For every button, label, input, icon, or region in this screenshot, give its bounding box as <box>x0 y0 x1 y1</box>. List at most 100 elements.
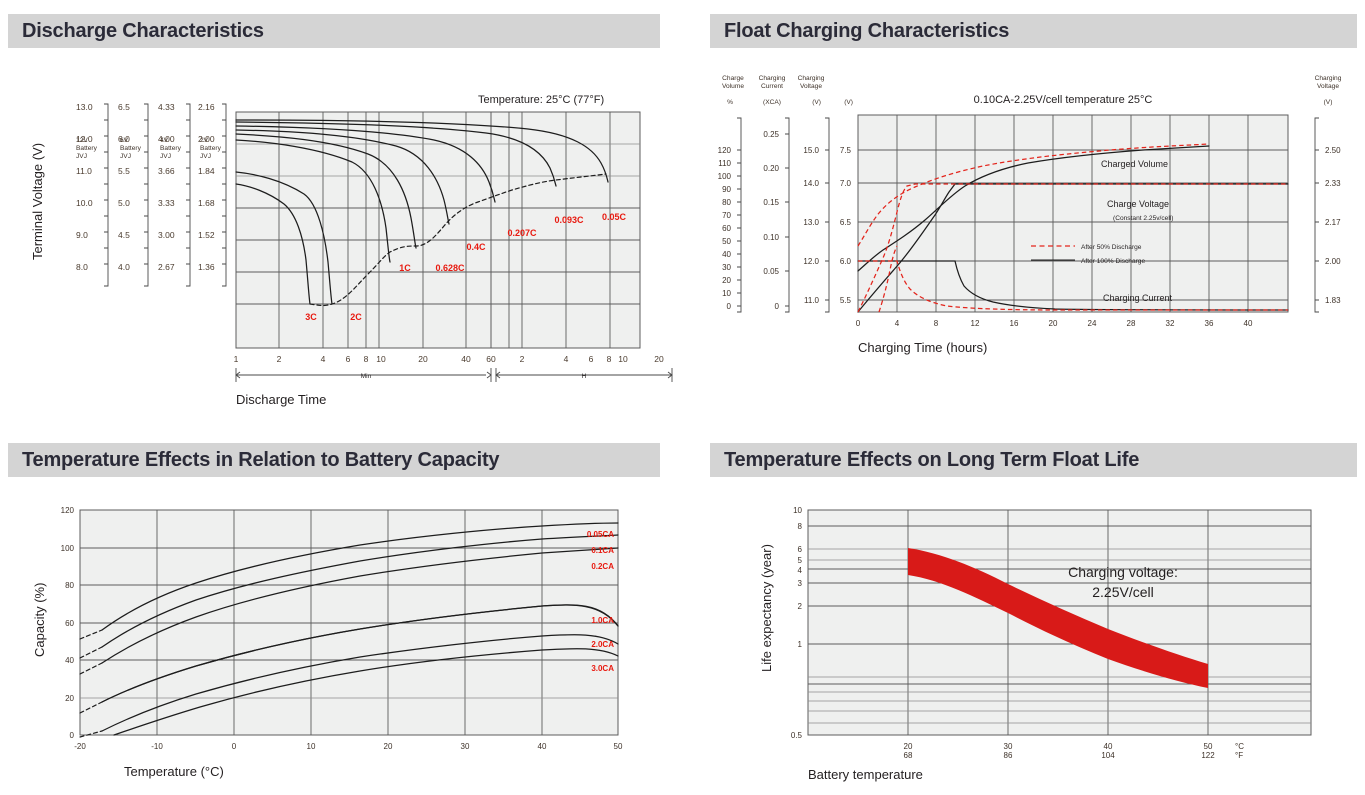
x-tick-7: 50 <box>614 742 623 751</box>
x-unit-h: H <box>582 373 587 380</box>
curve-labels: 0.05CA 0.1CA 0.2CA 1.0CA 2.0CA 3.0CA <box>587 530 614 673</box>
curve-10CA-dash <box>79 701 103 714</box>
x-axis-unit-brackets: Min H <box>235 368 673 382</box>
yaxis-1-tick-1: 6.0 <box>118 134 130 144</box>
y-tick-80: 80 <box>65 581 74 590</box>
chart-float-life: 10 8 6 5 4 3 2 1 0.5 Life expectancy (ye… <box>683 487 1365 795</box>
x-axis-tick-labels: 20 68 30 86 40 104 50 122 °C °F <box>904 742 1245 760</box>
cc-tick-5: 0 <box>775 302 780 311</box>
yaxis-1-tick-4: 4.5 <box>118 230 130 240</box>
discharge-chart-svg: 12V Battery JVJ 6V Battery JVJ 4V Batter… <box>30 94 673 407</box>
cc-tick-0: 0.25 <box>763 130 779 139</box>
float-charging-chart-svg: Charge Volume % Charging Current (XCA) C… <box>718 75 1342 355</box>
yaxis-0-tick-3: 10.0 <box>76 198 93 208</box>
yaxis-0-header-line-2: JVJ <box>76 153 87 160</box>
yaxis-title: Life expectancy (year) <box>759 544 774 672</box>
yaxis-2-header-line-2: JVJ <box>160 153 171 160</box>
cc-tick-2: 0.15 <box>763 198 779 207</box>
cv-tick-3: 90 <box>722 185 731 194</box>
x-tick-6: 40 <box>538 742 547 751</box>
yaxis-1-header-line-1: Battery <box>120 145 142 152</box>
curve-0.207C <box>235 125 496 203</box>
plot-area <box>235 111 641 349</box>
curve-charge-voltage-100 <box>857 183 1289 313</box>
y-axis-column-headers: Charge Volume % Charging Current (XCA) C… <box>722 75 853 106</box>
yaxis-1-header-line-0: 6V <box>120 137 129 144</box>
curve-005CA-solid <box>101 522 619 631</box>
x-tick-9: 36 <box>1205 319 1214 328</box>
yaxis-0-header-line-0: 12V <box>76 137 88 144</box>
curve-label-0207C: 0.207C <box>507 228 537 238</box>
y-tick-8: 8 <box>798 522 803 531</box>
x-tick-min-5: 10 <box>376 354 386 364</box>
yaxis-0-tick-0: 13.0 <box>76 102 93 112</box>
x-tick-min-7: 40 <box>461 354 471 364</box>
label-charging-current: Charging Current <box>1103 293 1173 303</box>
yaxis-0-header-line-1: Volume <box>722 83 744 90</box>
yaxis-2-header-line-0: 4V <box>160 137 169 144</box>
yaxis-3-tick-2: 1.84 <box>198 166 215 176</box>
v-tick-4: 5.5 <box>840 296 852 305</box>
x-tick-0-celsius: 20 <box>904 742 913 751</box>
curve-labels: 3C 2C 1C 0.628C 0.4C 0.207C 0.093C 0.05C <box>305 212 626 322</box>
y-axis-scales: 13.0 12.0 11.0 10.0 9.0 8.0 6.5 6.0 5.5 … <box>76 102 227 287</box>
right-tick-0: 2.50 <box>1325 146 1341 155</box>
yaxis-2-header-line-1: Battery <box>160 145 182 152</box>
x-tick-min-2: 4 <box>321 354 326 364</box>
chart-temperature-capacity: 120 100 80 60 40 20 0 Capacity (%) 0.05C… <box>0 487 683 795</box>
right-tick-2: 2.17 <box>1325 218 1341 227</box>
x-tick-2: 0 <box>232 742 237 751</box>
x-tick-8: 32 <box>1166 319 1175 328</box>
curve-0.628C <box>235 133 417 249</box>
x-unit-celsius: °C <box>1235 742 1244 751</box>
curve-label-01CA: 0.1CA <box>591 546 614 555</box>
curve-0.05C <box>235 119 609 183</box>
x-tick-h-1: 4 <box>564 354 569 364</box>
curve-01CA-dash <box>79 646 103 659</box>
yaxis-2-header-line-1: Voltage <box>800 83 822 90</box>
yaxis-1-header-line-1: Current <box>761 83 783 90</box>
x-tick-h-5: 20 <box>654 354 664 364</box>
x-tick-2: 8 <box>934 319 939 328</box>
plot-area <box>857 114 1289 313</box>
cv-tick-12: 0 <box>727 302 732 311</box>
curve-annotations: Charged Volume Charge Voltage (Constant … <box>1101 159 1173 303</box>
cvolt-tick-1: 14.0 <box>803 179 819 188</box>
curve-label-005C: 0.05C <box>602 212 627 222</box>
yaxis-0-tick-5: 8.0 <box>76 262 88 272</box>
x-axis-tick-labels: 0 4 8 12 16 20 24 28 32 36 40 <box>856 319 1253 328</box>
cvolt-tick-2: 13.0 <box>803 218 819 227</box>
x-tick-3: 12 <box>971 319 980 328</box>
cv-tick-5: 70 <box>722 211 731 220</box>
vertical-gridlines <box>907 510 1209 735</box>
right-axis-header-0: Charging <box>1315 75 1342 82</box>
float-life-chart-svg: 10 8 6 5 4 3 2 1 0.5 Life expectancy (ye… <box>759 506 1312 782</box>
charging-curves <box>857 143 1289 313</box>
yaxis-3-tick-1: 2.00 <box>198 134 215 144</box>
x-tick-5: 20 <box>1049 319 1058 328</box>
y-axis-column-headers: 12V Battery JVJ 6V Battery JVJ 4V Batter… <box>76 137 222 160</box>
panel-header-temp-capacity: Temperature Effects in Relation to Batte… <box>8 443 660 477</box>
cv-tick-11: 10 <box>722 289 731 298</box>
cv-tick-0: 120 <box>718 146 732 155</box>
y-tick-3: 3 <box>798 579 803 588</box>
yaxis-1-tick-3: 5.0 <box>118 198 130 208</box>
yaxis-2-tick-1: 4.00 <box>158 134 175 144</box>
capacity-curves <box>79 522 619 738</box>
right-axis-charging-voltage: Charging Voltage (V) 2.50 2.33 2.17 2.00… <box>1314 75 1342 313</box>
curve-20CA-dash <box>79 730 103 738</box>
cc-tick-3: 0.10 <box>763 233 779 242</box>
label-charge-voltage-sub: (Constant 2.25v/cell) <box>1113 215 1173 222</box>
chart-discharge-characteristics: 12V Battery JVJ 6V Battery JVJ 4V Batter… <box>0 60 683 420</box>
right-tick-3: 2.00 <box>1325 257 1341 266</box>
yaxis-2-unit: (V) <box>812 99 821 106</box>
x-tick-0: -20 <box>74 742 86 751</box>
x-tick-1-celsius: 30 <box>1004 742 1013 751</box>
cv-tick-7: 50 <box>722 237 731 246</box>
x-tick-3: 10 <box>307 742 316 751</box>
x-tick-min-3: 6 <box>346 354 351 364</box>
y-tick-05: 0.5 <box>791 731 803 740</box>
yaxis-3-header-line-0: 2V <box>200 137 209 144</box>
x-tick-h-3: 8 <box>607 354 612 364</box>
x-tick-min-1: 2 <box>277 354 282 364</box>
